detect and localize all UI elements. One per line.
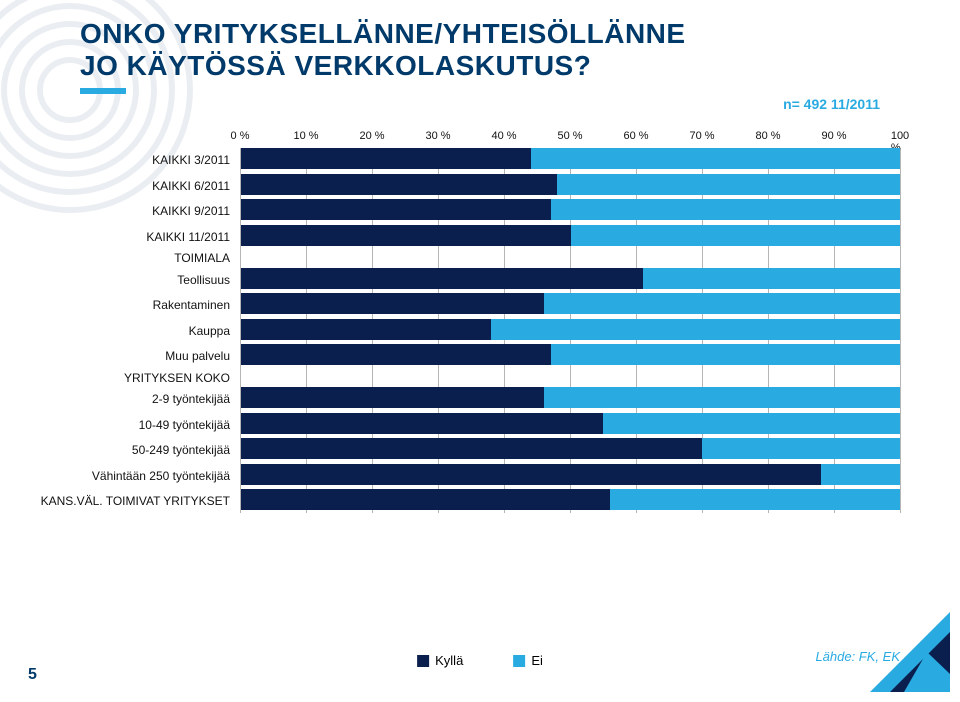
bar-track: [241, 438, 900, 459]
bar-row: 50-249 työntekijää: [40, 438, 900, 462]
page-number: 5: [28, 666, 37, 684]
bar-segment-yes: [241, 148, 531, 169]
x-tick: 10 %: [293, 130, 318, 142]
row-label: KAIKKI 3/2011: [40, 153, 240, 167]
bar-segment-yes: [241, 199, 551, 220]
bar-segment-yes: [241, 344, 551, 365]
legend-label-yes: Kyllä: [435, 653, 463, 668]
bar-track: [241, 464, 900, 485]
bar-segment-no: [571, 225, 901, 246]
bar-segment-yes: [241, 413, 603, 434]
row-label: Rakentaminen: [40, 298, 240, 312]
bar-segment-no: [603, 413, 900, 434]
chart: 0 % 10 % 20 % 30 % 40 % 50 % 60 % 70 % 80 % 90 % 1…: [40, 128, 900, 622]
bar-row: 2-9 työntekijää: [40, 387, 900, 411]
row-label: YRITYKSEN KOKO: [40, 371, 240, 385]
bar-segment-yes: [241, 268, 643, 289]
bar-segment-yes: [241, 225, 571, 246]
bar-track: [241, 225, 900, 246]
title-underline: [80, 88, 126, 94]
bar-row: Rakentaminen: [40, 293, 900, 317]
section-header-row: TOIMIALA: [40, 250, 900, 266]
bar-segment-no: [821, 464, 900, 485]
bar-track: [241, 148, 900, 169]
bar-segment-no: [643, 268, 900, 289]
bar-row: Muu palvelu: [40, 344, 900, 368]
bar-track: [241, 413, 900, 434]
page-title-line1: ONKO YRITYKSELLÄNNE/YHTEISÖLLÄNNE: [80, 18, 920, 50]
x-tick: 40 %: [491, 130, 516, 142]
row-label: Kauppa: [40, 324, 240, 338]
bar-row: Vähintään 250 työntekijää: [40, 464, 900, 488]
legend-label-no: Ei: [531, 653, 543, 668]
sample-size-label: n= 492 11/2011: [783, 96, 880, 112]
bar-row: 10-49 työntekijää: [40, 413, 900, 437]
x-tick: 20 %: [359, 130, 384, 142]
legend: Kyllä Ei: [417, 653, 543, 668]
row-label: Teollisuus: [40, 273, 240, 287]
x-tick: 50 %: [557, 130, 582, 142]
x-tick: 0 %: [231, 130, 250, 142]
bar-row: KAIKKI 3/2011: [40, 148, 900, 172]
x-tick: 60 %: [623, 130, 648, 142]
bar-segment-no: [551, 344, 900, 365]
bar-row: KAIKKI 6/2011: [40, 174, 900, 198]
bar-segment-yes: [241, 293, 544, 314]
bar-segment-no: [702, 438, 900, 459]
page-title-line2: JO KÄYTÖSSÄ VERKKOLASKUTUS?: [80, 50, 920, 82]
corner-triangle-logo: [870, 612, 950, 692]
legend-item-no: Ei: [513, 653, 543, 668]
bar-track: [241, 268, 900, 289]
legend-item-yes: Kyllä: [417, 653, 463, 668]
bar-segment-no: [491, 319, 900, 340]
row-label: TOIMIALA: [40, 251, 240, 265]
bar-segment-no: [551, 199, 900, 220]
row-label: 50-249 työntekijää: [40, 443, 240, 457]
bar-segment-yes: [241, 464, 821, 485]
legend-swatch-no: [513, 655, 525, 667]
bar-segment-no: [557, 174, 900, 195]
bar-segment-no: [531, 148, 900, 169]
row-label: KAIKKI 9/2011: [40, 204, 240, 218]
bar-segment-no: [544, 293, 900, 314]
bar-track: [241, 387, 900, 408]
row-label: KANS.VÄL. TOIMIVAT YRITYKSET: [40, 494, 240, 508]
bar-segment-yes: [241, 319, 491, 340]
row-label: Vähintään 250 työntekijää: [40, 469, 240, 483]
row-label: KAIKKI 6/2011: [40, 179, 240, 193]
x-tick: 30 %: [425, 130, 450, 142]
row-label: KAIKKI 11/2011: [40, 230, 240, 244]
legend-swatch-yes: [417, 655, 429, 667]
bar-segment-yes: [241, 174, 557, 195]
bar-row: Teollisuus: [40, 268, 900, 292]
bar-track: [241, 344, 900, 365]
bar-track: [241, 199, 900, 220]
bar-segment-no: [544, 387, 900, 408]
row-label: 2-9 työntekijää: [40, 392, 240, 406]
x-tick: 90 %: [821, 130, 846, 142]
bar-segment-yes: [241, 387, 544, 408]
bar-segment-yes: [241, 489, 610, 510]
bar-row: KAIKKI 11/2011: [40, 225, 900, 249]
bar-row: KANS.VÄL. TOIMIVAT YRITYKSET: [40, 489, 900, 513]
bar-track: [241, 319, 900, 340]
bar-track: [241, 489, 900, 510]
x-axis: 0 %10 %20 %30 %40 %50 %60 %70 %80 %90 %1…: [40, 128, 900, 148]
bar-segment-yes: [241, 438, 702, 459]
bar-track: [241, 174, 900, 195]
x-tick: 80 %: [755, 130, 780, 142]
x-tick: 70 %: [689, 130, 714, 142]
section-header-row: YRITYKSEN KOKO: [40, 370, 900, 386]
row-label: Muu palvelu: [40, 349, 240, 363]
bar-row: KAIKKI 9/2011: [40, 199, 900, 223]
bar-segment-no: [610, 489, 900, 510]
bar-row: Kauppa: [40, 319, 900, 343]
row-label: 10-49 työntekijää: [40, 418, 240, 432]
chart-rows: KAIKKI 3/2011 KAIKKI 6/2011 KAIKKI 9/2011 K…: [40, 148, 900, 513]
bar-track: [241, 293, 900, 314]
title-block: ONKO YRITYKSELLÄNNE/YHTEISÖLLÄNNE JO KÄY…: [80, 18, 920, 94]
